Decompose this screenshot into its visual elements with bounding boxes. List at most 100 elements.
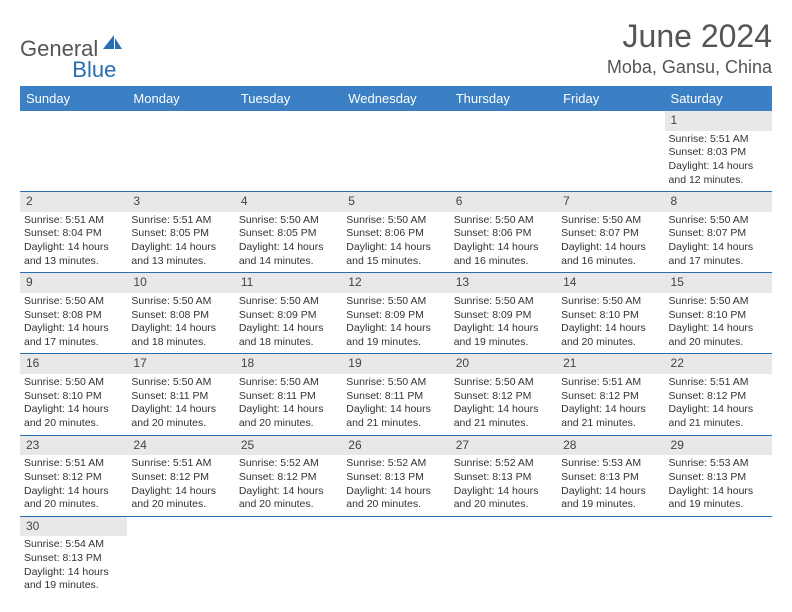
day-number-cell: 29: [665, 435, 772, 455]
day-details: Sunrise: 5:54 AMSunset: 8:13 PMDaylight:…: [24, 538, 123, 593]
day-cell: Sunrise: 5:50 AMSunset: 8:05 PMDaylight:…: [235, 212, 342, 273]
weekday-header: Monday: [127, 86, 234, 111]
day-number-cell: 11: [235, 273, 342, 293]
day-details: Sunrise: 5:51 AMSunset: 8:12 PMDaylight:…: [669, 376, 768, 431]
day-details: Sunrise: 5:50 AMSunset: 8:05 PMDaylight:…: [239, 214, 338, 269]
day-number-cell: 15: [665, 273, 772, 293]
day-cell: [450, 131, 557, 192]
day-cell: Sunrise: 5:51 AMSunset: 8:05 PMDaylight:…: [127, 212, 234, 273]
day-cell: Sunrise: 5:50 AMSunset: 8:08 PMDaylight:…: [20, 293, 127, 354]
day-cell: Sunrise: 5:50 AMSunset: 8:07 PMDaylight:…: [557, 212, 664, 273]
day-details: Sunrise: 5:51 AMSunset: 8:12 PMDaylight:…: [24, 457, 123, 512]
day-number-cell: 17: [127, 354, 234, 374]
day-number-cell: [450, 111, 557, 131]
sail-icon: [100, 32, 124, 57]
day-number-cell: 24: [127, 435, 234, 455]
week-content-row: Sunrise: 5:51 AMSunset: 8:12 PMDaylight:…: [20, 455, 772, 516]
day-details: Sunrise: 5:50 AMSunset: 8:09 PMDaylight:…: [454, 295, 553, 350]
day-number-row: 2345678: [20, 192, 772, 212]
day-cell: Sunrise: 5:52 AMSunset: 8:13 PMDaylight:…: [450, 455, 557, 516]
day-details: Sunrise: 5:52 AMSunset: 8:13 PMDaylight:…: [454, 457, 553, 512]
day-number-cell: 7: [557, 192, 664, 212]
day-number-cell: 16: [20, 354, 127, 374]
week-content-row: Sunrise: 5:51 AMSunset: 8:04 PMDaylight:…: [20, 212, 772, 273]
day-number-cell: 2: [20, 192, 127, 212]
day-number-cell: [20, 111, 127, 131]
weekday-header: Tuesday: [235, 86, 342, 111]
day-details: Sunrise: 5:53 AMSunset: 8:13 PMDaylight:…: [561, 457, 660, 512]
day-number-cell: [127, 111, 234, 131]
day-number-cell: 6: [450, 192, 557, 212]
day-details: Sunrise: 5:51 AMSunset: 8:12 PMDaylight:…: [131, 457, 230, 512]
page-header: General Blue June 2024 Moba, Gansu, Chin…: [20, 18, 772, 78]
day-number-cell: 12: [342, 273, 449, 293]
day-details: Sunrise: 5:51 AMSunset: 8:04 PMDaylight:…: [24, 214, 123, 269]
day-details: Sunrise: 5:50 AMSunset: 8:07 PMDaylight:…: [561, 214, 660, 269]
day-cell: Sunrise: 5:50 AMSunset: 8:11 PMDaylight:…: [235, 374, 342, 435]
day-cell: Sunrise: 5:52 AMSunset: 8:12 PMDaylight:…: [235, 455, 342, 516]
day-number-cell: 8: [665, 192, 772, 212]
day-number-cell: 27: [450, 435, 557, 455]
day-cell: [557, 131, 664, 192]
day-cell: Sunrise: 5:50 AMSunset: 8:11 PMDaylight:…: [127, 374, 234, 435]
day-cell: Sunrise: 5:53 AMSunset: 8:13 PMDaylight:…: [557, 455, 664, 516]
day-number-cell: 3: [127, 192, 234, 212]
day-cell: Sunrise: 5:54 AMSunset: 8:13 PMDaylight:…: [20, 536, 127, 597]
weekday-header-row: SundayMondayTuesdayWednesdayThursdayFrid…: [20, 86, 772, 111]
day-number-cell: [557, 111, 664, 131]
day-cell: Sunrise: 5:50 AMSunset: 8:09 PMDaylight:…: [235, 293, 342, 354]
day-cell: Sunrise: 5:50 AMSunset: 8:11 PMDaylight:…: [342, 374, 449, 435]
day-cell: Sunrise: 5:50 AMSunset: 8:07 PMDaylight:…: [665, 212, 772, 273]
day-number-cell: [342, 111, 449, 131]
day-number-cell: 20: [450, 354, 557, 374]
day-number-cell: 1: [665, 111, 772, 131]
week-content-row: Sunrise: 5:50 AMSunset: 8:10 PMDaylight:…: [20, 374, 772, 435]
week-content-row: Sunrise: 5:54 AMSunset: 8:13 PMDaylight:…: [20, 536, 772, 597]
calendar-table: SundayMondayTuesdayWednesdayThursdayFrid…: [20, 86, 772, 597]
day-details: Sunrise: 5:51 AMSunset: 8:12 PMDaylight:…: [561, 376, 660, 431]
day-details: Sunrise: 5:50 AMSunset: 8:09 PMDaylight:…: [346, 295, 445, 350]
day-details: Sunrise: 5:50 AMSunset: 8:10 PMDaylight:…: [669, 295, 768, 350]
day-cell: Sunrise: 5:50 AMSunset: 8:09 PMDaylight:…: [450, 293, 557, 354]
day-details: Sunrise: 5:53 AMSunset: 8:13 PMDaylight:…: [669, 457, 768, 512]
day-number-cell: 5: [342, 192, 449, 212]
day-number-cell: 4: [235, 192, 342, 212]
day-details: Sunrise: 5:50 AMSunset: 8:12 PMDaylight:…: [454, 376, 553, 431]
day-number-cell: [342, 516, 449, 536]
day-details: Sunrise: 5:51 AMSunset: 8:05 PMDaylight:…: [131, 214, 230, 269]
day-cell: Sunrise: 5:50 AMSunset: 8:06 PMDaylight:…: [342, 212, 449, 273]
logo: General Blue: [20, 26, 116, 72]
day-details: Sunrise: 5:50 AMSunset: 8:11 PMDaylight:…: [239, 376, 338, 431]
day-details: Sunrise: 5:50 AMSunset: 8:08 PMDaylight:…: [24, 295, 123, 350]
day-number-cell: 30: [20, 516, 127, 536]
day-number-cell: [127, 516, 234, 536]
day-number-cell: 26: [342, 435, 449, 455]
day-number-row: 16171819202122: [20, 354, 772, 374]
day-cell: Sunrise: 5:50 AMSunset: 8:08 PMDaylight:…: [127, 293, 234, 354]
day-cell: Sunrise: 5:52 AMSunset: 8:13 PMDaylight:…: [342, 455, 449, 516]
day-details: Sunrise: 5:50 AMSunset: 8:06 PMDaylight:…: [454, 214, 553, 269]
day-number-cell: 19: [342, 354, 449, 374]
day-number-cell: [235, 111, 342, 131]
day-details: Sunrise: 5:50 AMSunset: 8:11 PMDaylight:…: [131, 376, 230, 431]
day-number-cell: 22: [665, 354, 772, 374]
day-details: Sunrise: 5:50 AMSunset: 8:07 PMDaylight:…: [669, 214, 768, 269]
day-number-cell: [557, 516, 664, 536]
day-cell: [665, 536, 772, 597]
week-content-row: Sunrise: 5:51 AMSunset: 8:03 PMDaylight:…: [20, 131, 772, 192]
day-cell: Sunrise: 5:51 AMSunset: 8:12 PMDaylight:…: [20, 455, 127, 516]
logo-text-blue: Blue: [72, 57, 116, 83]
weekday-header: Sunday: [20, 86, 127, 111]
day-cell: Sunrise: 5:51 AMSunset: 8:04 PMDaylight:…: [20, 212, 127, 273]
day-number-row: 23242526272829: [20, 435, 772, 455]
day-number-cell: 18: [235, 354, 342, 374]
day-cell: Sunrise: 5:51 AMSunset: 8:12 PMDaylight:…: [665, 374, 772, 435]
location-subtitle: Moba, Gansu, China: [607, 57, 772, 78]
day-number-row: 30: [20, 516, 772, 536]
day-cell: Sunrise: 5:50 AMSunset: 8:10 PMDaylight:…: [557, 293, 664, 354]
day-number-row: 1: [20, 111, 772, 131]
day-details: Sunrise: 5:50 AMSunset: 8:08 PMDaylight:…: [131, 295, 230, 350]
day-cell: Sunrise: 5:50 AMSunset: 8:10 PMDaylight:…: [665, 293, 772, 354]
day-details: Sunrise: 5:50 AMSunset: 8:09 PMDaylight:…: [239, 295, 338, 350]
day-cell: [127, 536, 234, 597]
